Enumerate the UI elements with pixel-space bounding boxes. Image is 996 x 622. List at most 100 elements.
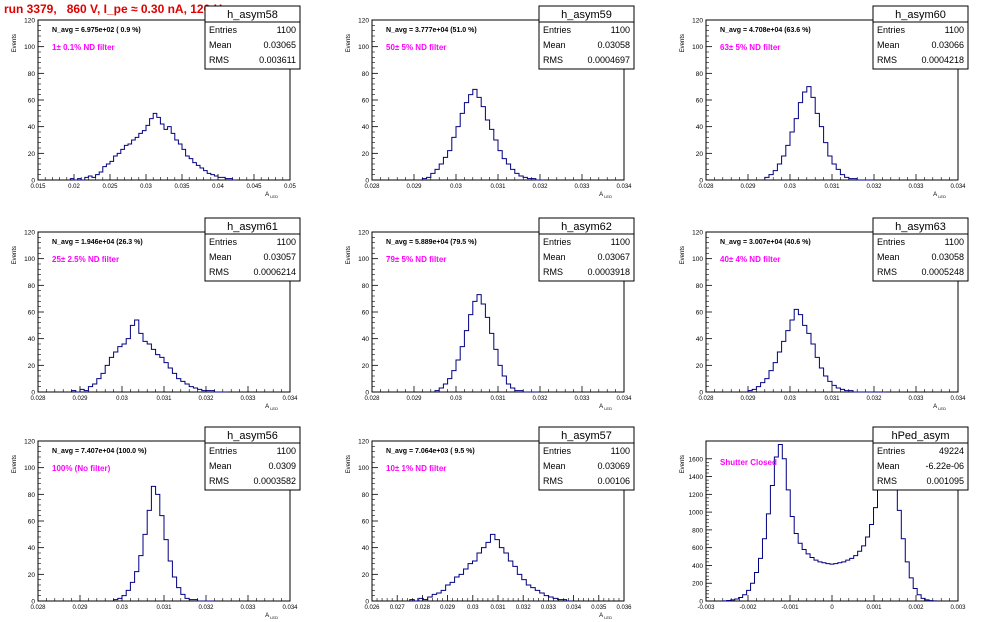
stats-value: 0.03058 — [597, 40, 630, 50]
y-tick-label: 40 — [28, 124, 36, 131]
stats-value: 0.003611 — [259, 55, 296, 65]
y-tick-label: 1600 — [689, 456, 704, 463]
stats-key: Mean — [877, 40, 900, 50]
x-axis-label: A LED — [265, 192, 278, 199]
x-tick-label: 0.034 — [282, 605, 298, 611]
x-tick-label: 0.029 — [740, 184, 756, 190]
y-tick-label: 400 — [692, 563, 703, 570]
x-axis-label-sub: LED — [269, 194, 278, 199]
y-tick-label: 20 — [696, 363, 704, 370]
x-tick-label: 0.032 — [866, 184, 882, 190]
y-tick-label: 1200 — [689, 492, 704, 499]
stats-box — [872, 217, 969, 282]
x-tick-label: 0.025 — [102, 184, 118, 190]
filter-note: Shutter Closed — [720, 458, 777, 467]
stats-value: 0.0004697 — [587, 55, 630, 65]
x-tick-label: 0.034 — [566, 605, 582, 611]
x-tick-label: 0.03 — [116, 396, 128, 402]
stats-key: Entries — [543, 446, 572, 456]
y-tick-label: 120 — [24, 230, 35, 237]
x-tick-label: 0.035 — [591, 605, 607, 611]
stats-box — [538, 426, 635, 491]
x-axis-label-sub: LED — [269, 406, 278, 411]
stats-title: h_asym56 — [227, 430, 278, 442]
stats-value: 0.0003918 — [587, 267, 630, 277]
stats-value: 0.03058 — [931, 252, 964, 262]
x-tick-label: 0.035 — [174, 184, 190, 190]
stats-key: Mean — [877, 252, 900, 262]
y-tick-label: 120 — [24, 439, 35, 446]
y-tick-label: 80 — [28, 71, 36, 78]
x-axis-label-sub: LED — [603, 615, 612, 620]
x-tick-label: 0.029 — [740, 396, 756, 402]
stats-key: RMS — [877, 55, 897, 65]
histogram-h_asym60 — [764, 86, 874, 181]
stats-key: Mean — [209, 461, 232, 471]
x-tick-label: 0.031 — [490, 184, 506, 190]
x-tick-label: 0.032 — [198, 605, 214, 611]
stats-key: Mean — [877, 461, 900, 471]
histogram-h_asym59 — [421, 88, 545, 181]
y-tick-label: 800 — [692, 527, 703, 534]
x-tick-label: 0.033 — [574, 396, 590, 402]
stats-box — [204, 426, 301, 491]
y-tick-label: 20 — [362, 572, 370, 579]
y-tick-label: 80 — [28, 283, 36, 290]
navg-label: N_avg = 7.064e+03 ( 9.5 %) — [386, 448, 475, 455]
x-tick-label: -0.002 — [739, 605, 757, 611]
y-tick-label: 100 — [24, 256, 35, 263]
y-axis-label: Events — [346, 246, 352, 264]
stats-value: 0.00106 — [597, 476, 630, 486]
y-tick-label: 100 — [24, 465, 35, 472]
y-tick-label: 1400 — [689, 474, 704, 481]
x-tick-label: 0.03 — [140, 184, 152, 190]
y-tick-label: 20 — [28, 363, 36, 370]
x-tick-label: 0.029 — [406, 396, 422, 402]
stats-value: 0.0006214 — [253, 267, 296, 277]
stats-key: Entries — [543, 237, 572, 247]
x-axis-label: A LED — [599, 613, 612, 620]
stats-title: h_asym62 — [561, 221, 612, 233]
x-tick-label: 0.032 — [198, 396, 214, 402]
x-tick-label: 0.032 — [866, 396, 882, 402]
y-tick-label: 60 — [28, 519, 36, 526]
y-axis-label: Events — [12, 246, 18, 264]
y-tick-label: 20 — [28, 151, 36, 158]
y-tick-label: 600 — [692, 545, 703, 552]
x-tick-label: 0.05 — [284, 184, 296, 190]
navg-label: N_avg = 1.946e+04 (26.3 %) — [52, 239, 143, 246]
stats-value: 0.03069 — [597, 461, 630, 471]
x-axis-label-sub: LED — [937, 406, 946, 411]
y-tick-label: 20 — [28, 572, 36, 579]
stats-box — [538, 5, 635, 70]
x-tick-label: 0.033 — [908, 184, 924, 190]
histogram-h_asym63 — [747, 308, 887, 393]
x-tick-label: 0.031 — [824, 184, 840, 190]
histogram-h_asym62 — [434, 294, 540, 393]
x-tick-label: -0.001 — [781, 605, 799, 611]
stats-value: 0.0003582 — [253, 476, 296, 486]
stats-key: RMS — [543, 267, 563, 277]
x-tick-label: 0.001 — [866, 605, 882, 611]
x-axis-label: A LED — [933, 192, 946, 199]
y-tick-label: 40 — [28, 545, 36, 552]
stats-key: Entries — [209, 446, 238, 456]
y-tick-label: 80 — [362, 71, 370, 78]
x-axis-label-sub: LED — [603, 406, 612, 411]
y-tick-label: 60 — [696, 98, 704, 105]
stats-box — [538, 217, 635, 282]
y-tick-label: 100 — [358, 256, 369, 263]
stats-value: 0.0004218 — [921, 55, 964, 65]
navg-label: N_avg = 3.007e+04 (40.6 %) — [720, 239, 811, 246]
navg-label: N_avg = 4.708e+04 (63.6 %) — [720, 27, 811, 34]
x-tick-label: -0.003 — [697, 605, 715, 611]
stats-value: -6.22e-06 — [925, 461, 964, 471]
y-tick-label: 20 — [362, 151, 370, 158]
x-tick-label: 0.03 — [450, 396, 462, 402]
x-tick-label: 0.02 — [68, 184, 80, 190]
stats-value: 1100 — [611, 446, 630, 456]
stats-title: h_asym59 — [561, 9, 612, 21]
stats-value: 0.0309 — [268, 461, 296, 471]
y-tick-label: 60 — [362, 310, 370, 317]
